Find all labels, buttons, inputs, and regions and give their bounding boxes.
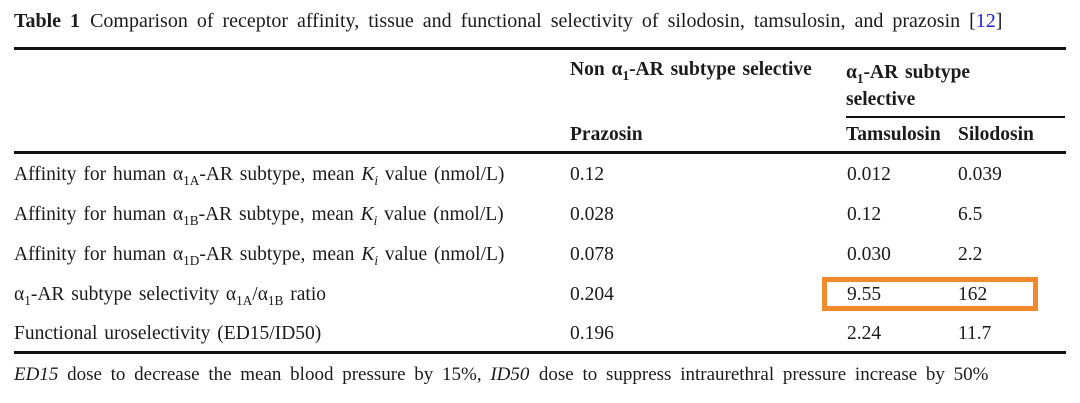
- table-footnote: ED15 dose to decrease the mean blood pre…: [14, 364, 989, 385]
- cell-r5-silodosin: 11.7: [958, 323, 992, 344]
- row-label-affinity-a1b: Affinity for human α1B-AR subtype, mean …: [14, 204, 504, 228]
- cell-r1-prazosin: 0.12: [570, 164, 605, 185]
- table-top-rule: [14, 47, 1066, 50]
- column-header-prazosin: Prazosin: [570, 124, 643, 145]
- cell-r1-silodosin: 0.039: [958, 164, 1002, 185]
- column-group-selective-rule: [846, 116, 1065, 118]
- column-header-tamsulosin: Tamsulosin: [846, 124, 941, 145]
- cell-r4-tamsulosin: 9.55: [847, 284, 882, 305]
- highlight-box: [822, 277, 1038, 311]
- column-group-selective: α1-AR subtype selective: [846, 62, 971, 110]
- cell-r1-tamsulosin: 0.012: [847, 164, 891, 185]
- cell-r5-tamsulosin: 2.24: [847, 323, 882, 344]
- table-caption: Table 1 Comparison of receptor affinity,…: [14, 10, 1003, 32]
- cell-r3-tamsulosin: 0.030: [847, 244, 891, 265]
- cell-r4-prazosin: 0.204: [570, 284, 614, 305]
- cell-r2-prazosin: 0.028: [570, 204, 614, 225]
- row-label-selectivity-ratio: α1-AR subtype selectivity α1A/α1B ratio: [14, 284, 326, 308]
- column-group-non-selective: Non α1-AR subtype selective: [570, 59, 812, 83]
- header-body-rule: [14, 151, 1066, 154]
- cell-r5-prazosin: 0.196: [570, 323, 614, 344]
- citation-link[interactable]: 12: [975, 10, 996, 32]
- cell-r2-tamsulosin: 0.12: [847, 204, 882, 225]
- cell-r3-silodosin: 2.2: [958, 244, 983, 265]
- cell-r3-prazosin: 0.078: [570, 244, 614, 265]
- cell-r2-silodosin: 6.5: [958, 204, 983, 225]
- column-header-silodosin: Silodosin: [958, 124, 1034, 145]
- row-label-affinity-a1a: Affinity for human α1A-AR subtype, mean …: [14, 164, 505, 188]
- table-bottom-rule: [14, 351, 1066, 354]
- row-label-affinity-a1d: Affinity for human α1D-AR subtype, mean …: [14, 244, 505, 268]
- cell-r4-silodosin: 162: [958, 284, 988, 305]
- row-label-functional-uroselectivity: Functional uroselectivity (ED15/ID50): [14, 323, 322, 344]
